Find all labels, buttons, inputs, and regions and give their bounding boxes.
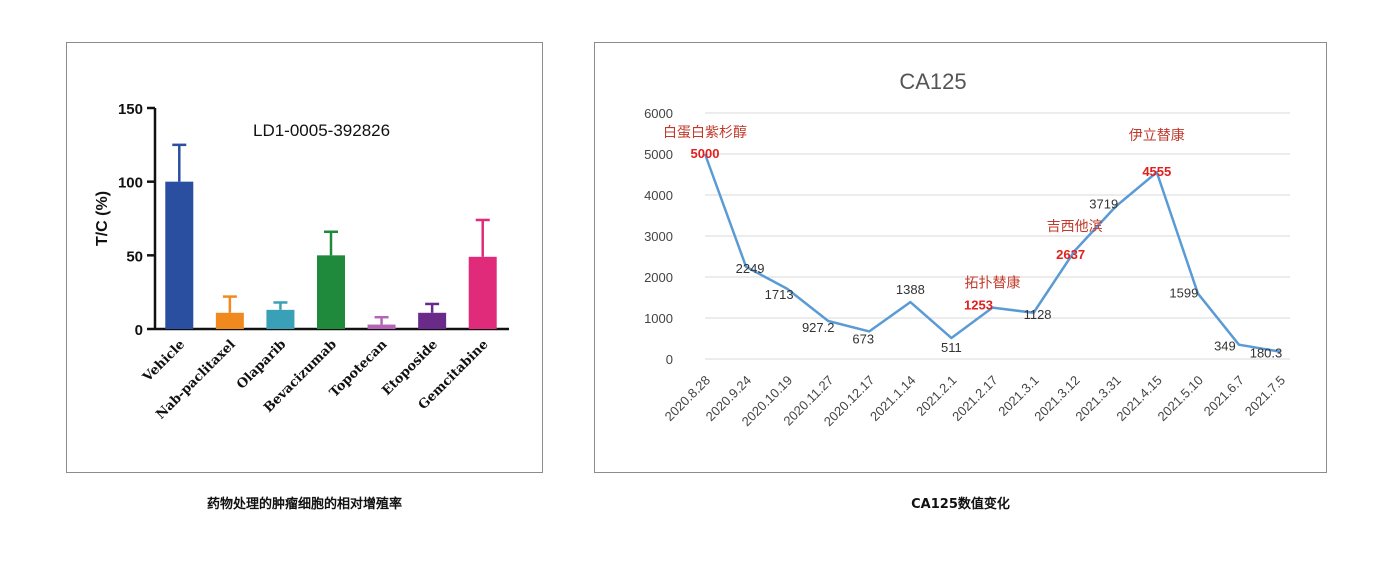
line-data-label: 349: [1214, 339, 1236, 354]
bar-nab-paclitaxel: [215, 312, 244, 329]
line-chart-title: CA125: [899, 69, 966, 94]
line-data-label: 2637: [1056, 247, 1085, 262]
treatment-annotation: 吉西他滨: [1047, 219, 1103, 235]
line-data-label: 673: [852, 331, 874, 346]
line-chart: CA125 0 1000 2000 3000 4000 5000 6000 5000 224917…: [644, 69, 1290, 429]
line-chart-panel: CA125 0 1000 2000 3000 4000 5000 6000 5000 2249 17…: [594, 42, 1327, 473]
line-x-tick-label: 2021.6.7: [1201, 373, 1247, 419]
line-data-label: 180.3: [1250, 346, 1283, 361]
line-x-tick-label: 2021.7.5: [1242, 373, 1288, 419]
bar-y-tick-label: 100: [118, 175, 143, 192]
line-y-tick-label: 1000: [644, 311, 673, 326]
treatment-annotation: 伊立替康: [1129, 127, 1185, 144]
line-chart-caption: CA125数值变化: [911, 497, 1010, 512]
line-y-tick-label: 0: [666, 352, 673, 367]
line-data-label: 1599: [1169, 285, 1198, 300]
bar-vehicle: [165, 181, 194, 329]
line-data-label: 511: [941, 340, 962, 355]
line-data-label: 927.2: [802, 320, 835, 335]
bar-chart-annotation: LD1-0005-392826: [253, 121, 390, 140]
line-y-tick-label: 3000: [644, 229, 673, 244]
bar-y-tick-label: 150: [118, 101, 143, 118]
line-x-tick-label: 2021.1.14: [867, 373, 919, 425]
line-y-tick-label: 2000: [644, 270, 673, 285]
bar-olaparib: [266, 309, 295, 329]
line-data-label: 4555: [1142, 164, 1171, 179]
line-y-tick-label: 6000: [644, 106, 673, 121]
bar-y-tick-label: 50: [126, 248, 143, 265]
bar-chart-caption: 药物处理的肿瘤细胞的相对增殖率: [206, 497, 402, 512]
bar-category-label: Vehicle: [140, 337, 189, 386]
line-data-label: 1128: [1024, 307, 1052, 322]
bar-etoposide: [418, 312, 447, 329]
bar-topotecan: [367, 324, 396, 329]
line-data-label: 1713: [765, 287, 794, 302]
bar-y-axis-label: T/C (%): [94, 191, 111, 246]
line-y-tick-label: 4000: [644, 188, 673, 203]
line-data-label: 2249: [736, 261, 765, 276]
line-y-tick-label: 5000: [644, 147, 673, 162]
line-data-label: 3719: [1089, 197, 1118, 212]
bar-y-tick-label: 0: [135, 322, 143, 339]
bar-chart-panel: 0 50 100 150 T/C (%) LD1-0005-392826 Vehicle Na…: [66, 42, 543, 473]
line-x-tick-label: 2021.2.17: [949, 373, 1001, 425]
bar-gemcitabine: [468, 256, 497, 329]
bar-bevacizumab: [317, 255, 345, 329]
treatment-annotation: 白蛋白紫杉醇: [663, 124, 747, 141]
line-data-label: 1388: [896, 282, 925, 297]
ca125-series-line: [703, 153, 1281, 353]
treatment-annotation: 拓扑替康: [965, 275, 1021, 292]
line-data-label: 1253: [964, 298, 993, 313]
line-x-tick-label: 2021.5.10: [1154, 373, 1206, 425]
line-data-label: 5000: [691, 146, 720, 161]
